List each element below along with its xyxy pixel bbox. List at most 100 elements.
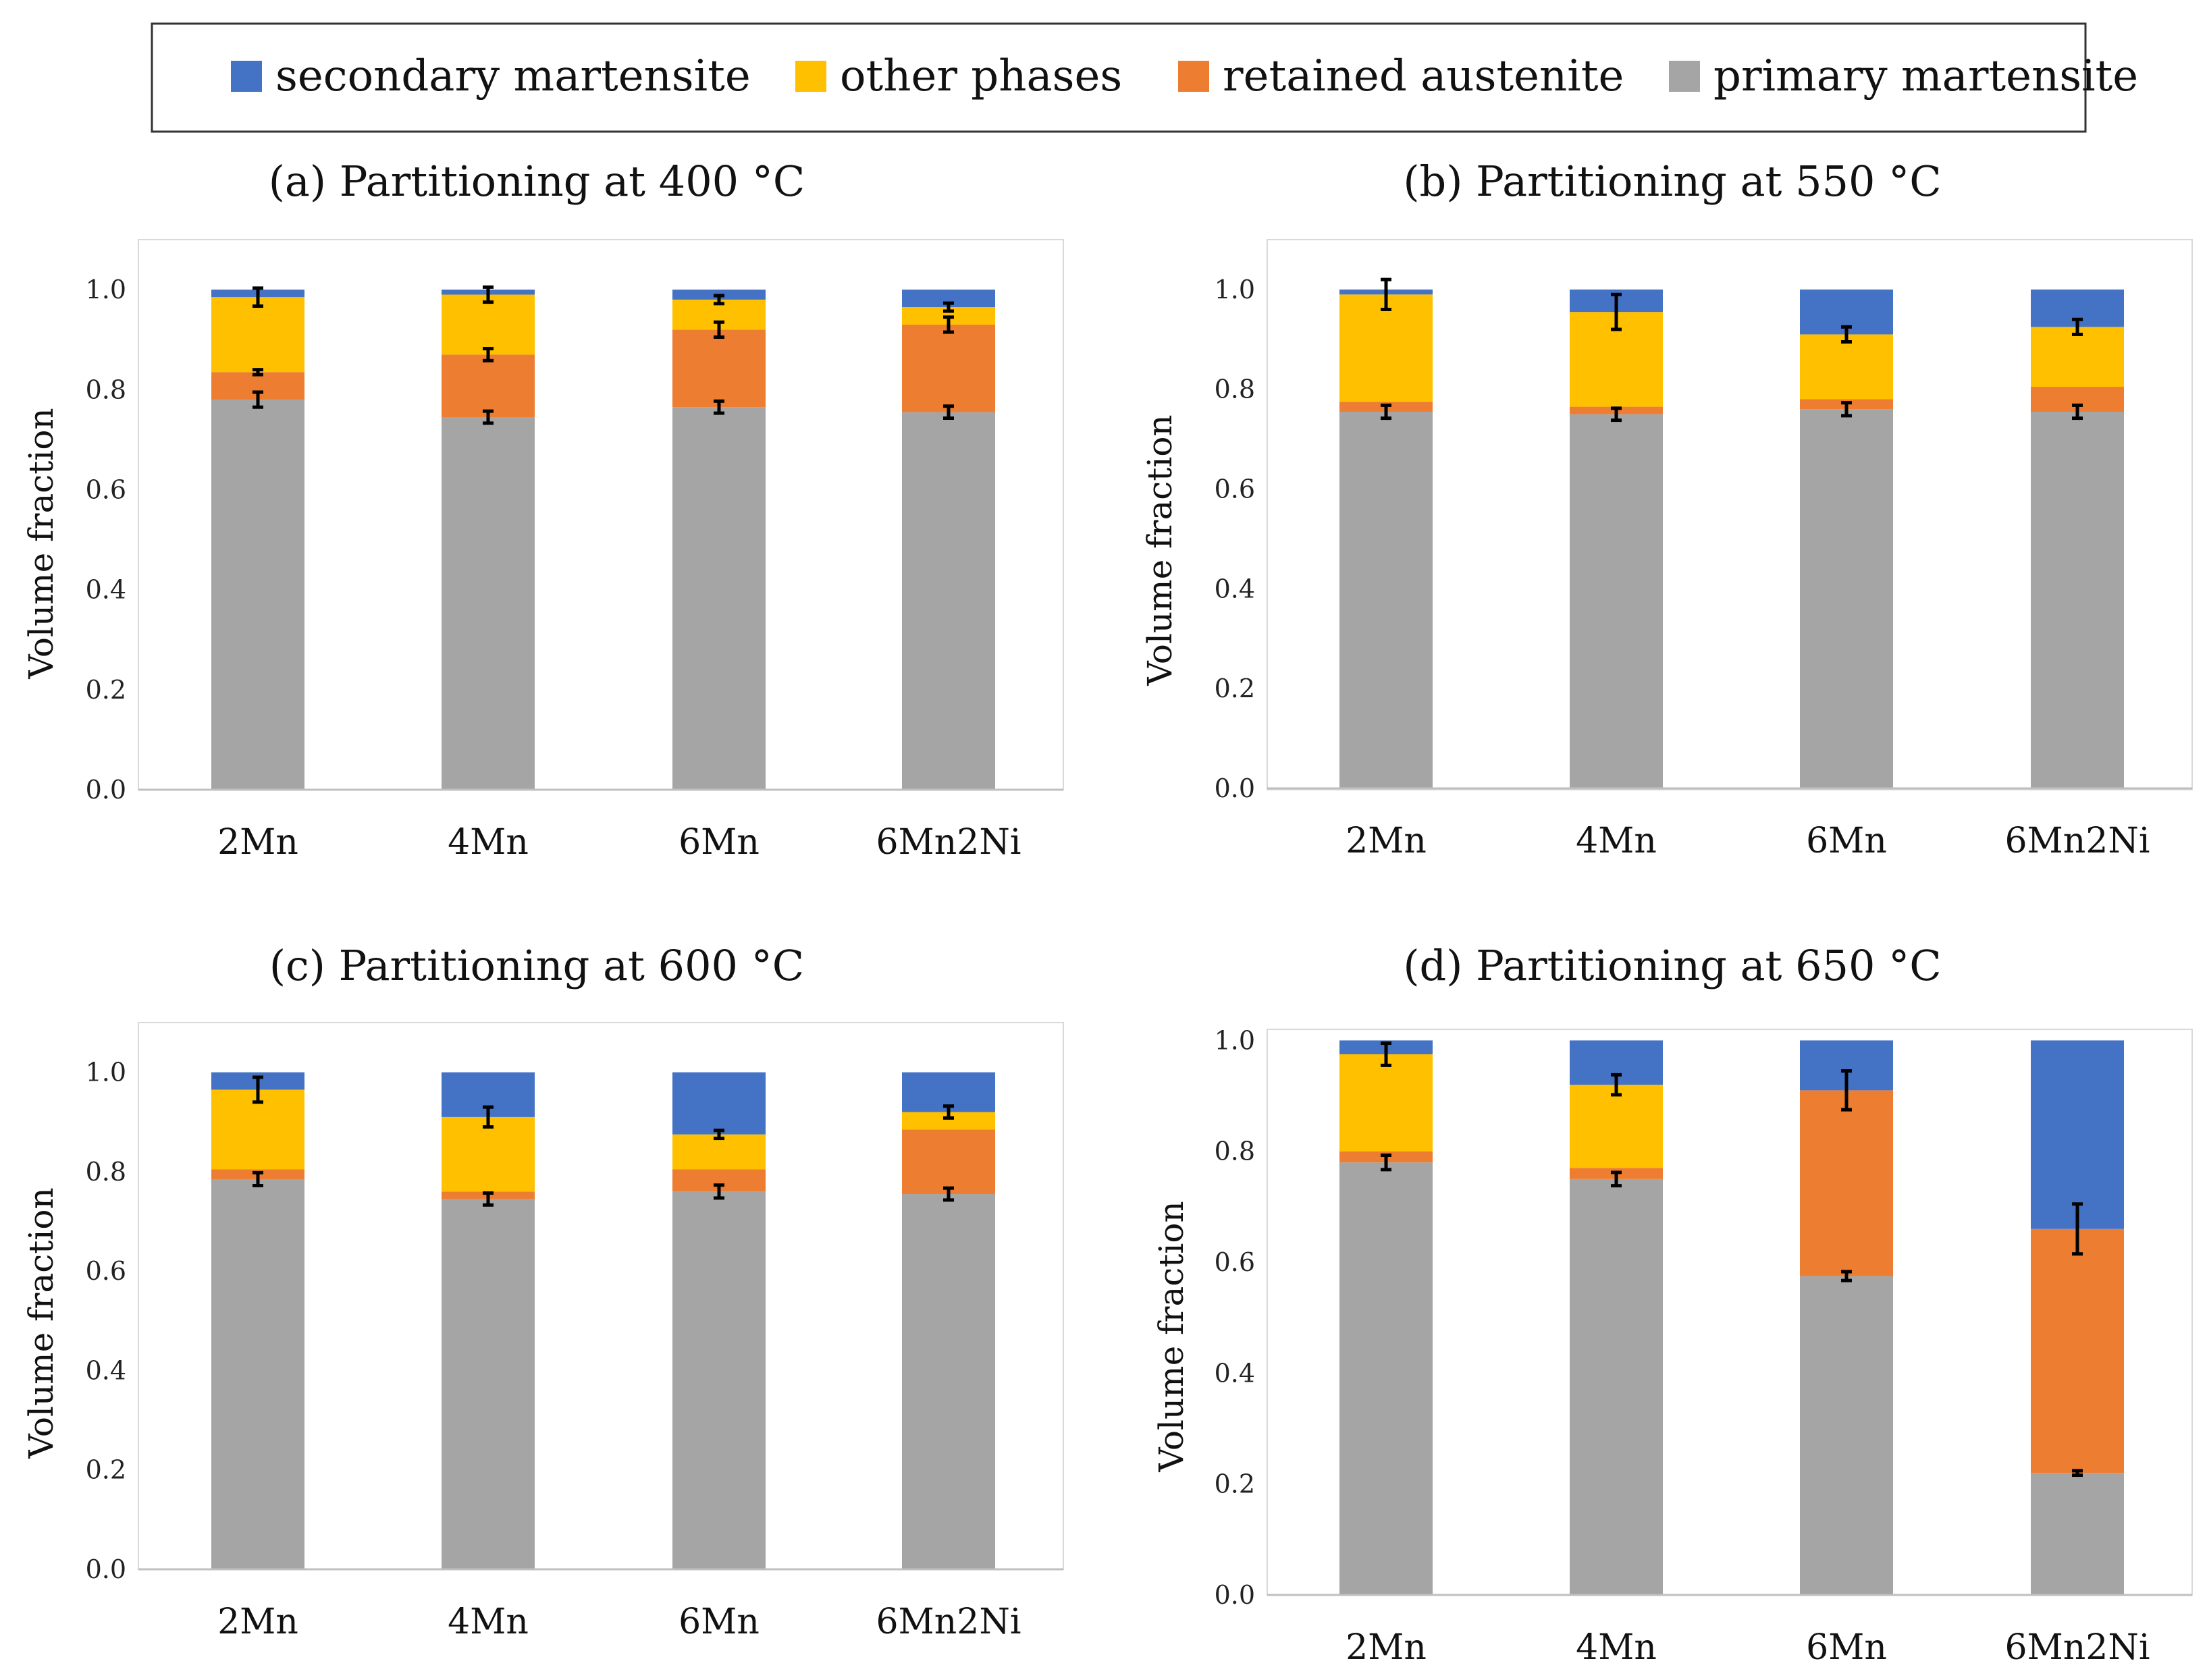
panel-d-ytick-label: 0.2 bbox=[1215, 1469, 1255, 1499]
panel-a-plot: 0.0 0.2 0.4 0.6 0.8 1.0 2Mn 4Mn 6Mn 6Mn2Ni bbox=[86, 275, 1063, 863]
panel-b-ylabel: Volume fraction bbox=[1140, 414, 1179, 686]
bar-segment-primary-martensite bbox=[1339, 411, 1433, 788]
category-label-4mn: 4Mn bbox=[1576, 821, 1657, 861]
panel-d-ylabel: Volume fraction bbox=[1152, 1201, 1191, 1472]
error-bar bbox=[252, 1075, 263, 1104]
legend-swatch-secondary-martensite bbox=[231, 61, 262, 92]
panel-b-plot: 0.0 0.2 0.4 0.6 0.8 1.0 2Mn 4Mn 6Mn 6Mn2Ni bbox=[1215, 275, 2192, 861]
bar-segment-other-phases bbox=[1339, 294, 1433, 402]
category-label-4mn: 4Mn bbox=[448, 1602, 529, 1642]
error-bar bbox=[483, 347, 494, 362]
panel-b-ytick-label: 0.4 bbox=[1215, 574, 1255, 603]
panel-c-ytick-label: 0.8 bbox=[86, 1157, 126, 1187]
error-bar bbox=[1841, 1270, 1852, 1282]
panel-d-ytick-label: 0.4 bbox=[1215, 1358, 1255, 1388]
error-bar bbox=[483, 409, 494, 425]
bar-segment-primary-martensite bbox=[211, 400, 304, 790]
legend-swatch-retained-austenite bbox=[1178, 61, 1209, 92]
bar-segment-retained-austenite bbox=[902, 1129, 995, 1195]
legend-label-primary-martensite: primary martensite bbox=[1713, 51, 2138, 101]
legend-label-secondary-martensite: secondary martensite bbox=[275, 51, 751, 101]
bar-segment-retained-austenite bbox=[1800, 1090, 1893, 1276]
bar-segment-other-phases bbox=[2031, 327, 2124, 387]
error-bar bbox=[252, 368, 263, 377]
error-bar bbox=[2072, 1202, 2083, 1256]
category-label-6mn: 6Mn bbox=[679, 1602, 760, 1642]
panel-c: (c) Partitioning at 600 °C Volume fracti… bbox=[22, 941, 1064, 1642]
bar-segment-primary-martensite bbox=[672, 407, 766, 790]
error-bar bbox=[252, 286, 263, 308]
panel-c-title: (c) Partitioning at 600 °C bbox=[269, 941, 804, 990]
category-label-6mn: 6Mn bbox=[1806, 1627, 1887, 1668]
panel-d-ytick-label: 0.6 bbox=[1215, 1247, 1255, 1277]
panel-b-ytick-label: 1.0 bbox=[1215, 275, 1255, 304]
bar-segment-primary-martensite bbox=[1570, 414, 1663, 788]
error-bar bbox=[1611, 292, 1622, 331]
error-bar bbox=[1841, 401, 1852, 418]
bar-segment-retained-austenite bbox=[902, 324, 995, 412]
bar-segment-secondary-martensite bbox=[672, 1072, 766, 1135]
panel-c-ylabel: Volume fraction bbox=[22, 1187, 61, 1459]
panel-a-ytick-label: 0.6 bbox=[86, 475, 126, 504]
category-label-6mn: 6Mn bbox=[1806, 821, 1887, 861]
bar-segment-other-phases bbox=[442, 1116, 535, 1192]
panel-c-ytick-label: 0.4 bbox=[86, 1355, 126, 1385]
error-bar bbox=[1381, 1041, 1391, 1067]
panel-d-title: (d) Partitioning at 650 °C bbox=[1403, 941, 1941, 990]
panel-a-ylabel: Volume fraction bbox=[22, 408, 61, 679]
panel-c-ytick-label: 0.2 bbox=[86, 1455, 126, 1485]
error-bar bbox=[714, 320, 724, 339]
error-bar bbox=[943, 404, 954, 421]
legend-swatch-primary-martensite bbox=[1669, 61, 1700, 92]
panel-b-ytick-label: 0.0 bbox=[1215, 774, 1255, 803]
category-label-4mn: 4Mn bbox=[1576, 1627, 1657, 1668]
error-bar bbox=[483, 285, 494, 304]
error-bar bbox=[943, 315, 954, 334]
bar-segment-primary-martensite bbox=[2031, 1473, 2124, 1595]
category-label-2mn: 2Mn bbox=[217, 1602, 298, 1642]
panel-d-ytick-label: 0.8 bbox=[1215, 1137, 1255, 1166]
bar-segment-retained-austenite bbox=[672, 329, 766, 408]
bar-segment-other-phases bbox=[442, 294, 535, 355]
error-bar bbox=[1841, 1069, 1852, 1112]
bar-segment-secondary-martensite bbox=[2031, 1040, 2124, 1229]
error-bar bbox=[1611, 406, 1622, 423]
bar-segment-other-phases bbox=[211, 297, 304, 373]
bar-segment-retained-austenite bbox=[442, 354, 535, 418]
panel-a-title: (a) Partitioning at 400 °C bbox=[269, 157, 805, 206]
panel-c-ytick-label: 1.0 bbox=[86, 1058, 126, 1087]
error-bar bbox=[1611, 1073, 1622, 1097]
panel-c-plot: 0.0 0.2 0.4 0.6 0.8 1.0 2Mn 4Mn 6Mn 6Mn2Ni bbox=[86, 1058, 1063, 1642]
error-bar bbox=[714, 294, 724, 306]
panel-a-ytick-label: 0.8 bbox=[86, 375, 126, 404]
error-bar bbox=[252, 390, 263, 409]
panel-d: (d) Partitioning at 650 °C Volume fracti… bbox=[1152, 941, 2193, 1668]
bar-segment-other-phases bbox=[1570, 1085, 1663, 1168]
error-bar bbox=[714, 1183, 724, 1200]
category-label-2mn: 2Mn bbox=[1346, 1627, 1427, 1668]
panel-b-ytick-label: 0.6 bbox=[1215, 475, 1255, 504]
panel-b-ytick-label: 0.2 bbox=[1215, 674, 1255, 703]
error-bar bbox=[1381, 1153, 1391, 1172]
error-bar bbox=[943, 301, 954, 313]
panel-a-ytick-label: 1.0 bbox=[86, 275, 126, 304]
bar-segment-primary-martensite bbox=[1570, 1178, 1663, 1595]
legend-swatch-other-phases bbox=[795, 61, 826, 92]
panel-d-ytick-label: 1.0 bbox=[1215, 1025, 1255, 1055]
legend-box bbox=[151, 22, 2087, 133]
error-bar bbox=[483, 1105, 494, 1129]
bar-segment-primary-martensite bbox=[442, 1199, 535, 1569]
category-label-6mn2ni: 6Mn2Ni bbox=[876, 822, 1021, 863]
panel-a-ytick-label: 0.2 bbox=[86, 675, 126, 705]
error-bar bbox=[943, 1104, 954, 1120]
error-bar bbox=[714, 1129, 724, 1141]
bar-segment-other-phases bbox=[1339, 1054, 1433, 1151]
category-label-6mn: 6Mn bbox=[679, 822, 760, 863]
error-bar bbox=[943, 1186, 954, 1202]
bar-segment-primary-martensite bbox=[211, 1178, 304, 1569]
panel-a: (a) Partitioning at 400 °C Volume fracti… bbox=[22, 157, 1064, 863]
bar-segment-primary-martensite bbox=[902, 1194, 995, 1569]
category-label-6mn2ni: 6Mn2Ni bbox=[2004, 1627, 2150, 1668]
legend: secondary martensite other phases retain… bbox=[151, 22, 2138, 133]
